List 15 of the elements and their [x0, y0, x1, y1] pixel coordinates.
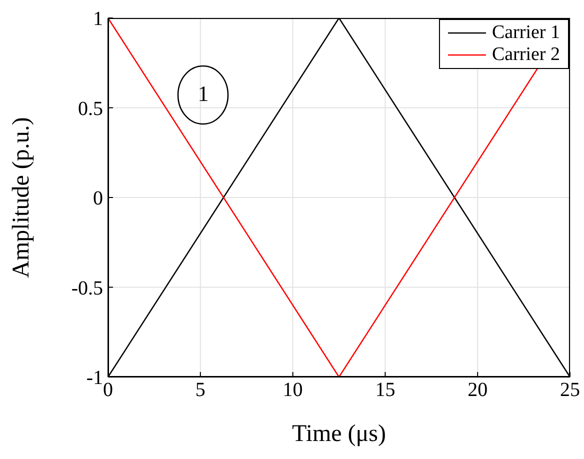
legend-label: Carrier 1	[492, 22, 560, 44]
x-tick-label: 5	[195, 379, 206, 402]
y-tick-label: -1	[86, 367, 103, 390]
x-tick-label: 25	[560, 379, 580, 402]
y-tick-label: 0	[93, 188, 103, 210]
y-tick-label: -0.5	[71, 277, 103, 300]
y-tick-label: 0.5	[78, 98, 103, 120]
legend-label: Carrier 2	[492, 44, 560, 66]
annotation: 1	[196, 80, 210, 107]
x-axis-title: Time (μs)	[292, 421, 386, 447]
y-tick-label: 1	[93, 8, 103, 30]
x-tick-label: 20	[468, 379, 488, 402]
x-tick-label: 10	[282, 379, 303, 402]
x-tick-label: 15	[375, 379, 396, 402]
y-axis-title: Amplitude (p.u.)	[8, 117, 35, 278]
